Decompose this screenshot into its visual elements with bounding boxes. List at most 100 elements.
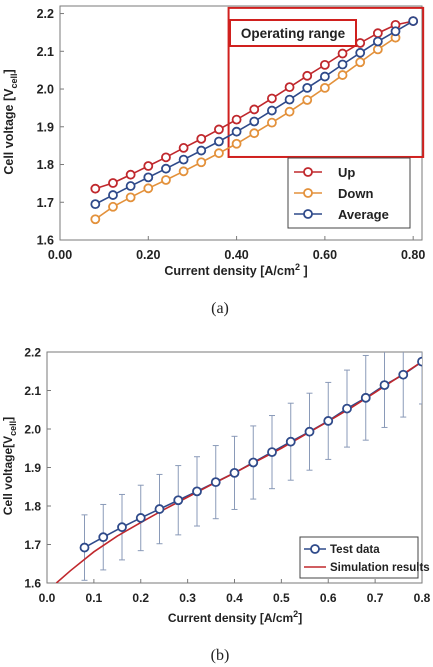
test-data-point: [360, 392, 371, 403]
panel-b-y-tick-label: 2.1: [24, 384, 41, 398]
panel-a-y-tick-label: 2.1: [37, 45, 54, 59]
panel-b-x-tick-label: 0.7: [367, 591, 384, 605]
panel-a-y-tick-label: 1.7: [37, 196, 54, 210]
panel-b-y-ticks: 1.6 1.7 1.8 1.9 2.0 2.1 2.2: [24, 346, 51, 591]
series-up-point: [125, 169, 136, 180]
panel-b-x-tick-label: 0.2: [132, 591, 149, 605]
panel-b-series: [55, 352, 422, 583]
series-down-point: [267, 117, 277, 128]
legend-down: Down: [294, 186, 373, 201]
panel-b-x-tick-label: 0.5: [273, 591, 290, 605]
panel-b-x-tick-label: 0.0: [39, 591, 56, 605]
panel-b-x-tick-label: 0.1: [86, 591, 103, 605]
panel-a-y-axis-label: Cell voltage [Vcell]: [2, 69, 19, 174]
panel-b-y-tick-label: 2.0: [24, 423, 41, 437]
series-down-point: [355, 57, 366, 68]
panel-b-x-tick-label: 0.3: [179, 591, 196, 605]
legend-average-marker: [303, 209, 313, 219]
test-data-point: [267, 447, 277, 458]
series-average-point: [196, 145, 207, 156]
series-average-point: [143, 172, 154, 183]
legend-test-data-label: Test data: [330, 544, 380, 556]
legend-up-marker: [303, 167, 313, 177]
panel-a-x-tick-label: 0.20: [136, 248, 160, 262]
panel-a-x-tick-label: 0.40: [224, 248, 248, 262]
series-up-point: [231, 114, 242, 125]
panel-b: 1.6 1.7 1.8 1.9 2.0 2.1 2.2 0.0 0.1 0.2 0.3 0.4 0.5…: [1, 346, 431, 665]
legend-average-label: Average: [338, 207, 389, 222]
series-up-point: [249, 104, 260, 115]
series-up-point: [302, 70, 313, 81]
series-down-point: [214, 148, 224, 159]
legend-simulation-label: Simulation results: [330, 562, 430, 574]
series-down-point: [302, 95, 313, 105]
test-data-point: [117, 522, 127, 533]
operating-range-rect: [227, 6, 425, 158]
panel-b-x-axis-label: Current density [A/cm2]: [168, 609, 302, 625]
series-down-point: [231, 138, 242, 149]
panel-a-x-tick-label: 0.00: [48, 248, 72, 262]
series-up-point: [90, 183, 101, 194]
operating-range-label: Operating range: [241, 26, 346, 41]
series-down-point: [108, 201, 118, 212]
test-data-point: [248, 457, 259, 468]
panel-a-x-axis-label: Current density [A/cm2 ]: [164, 262, 307, 278]
panel-a-y-tick-label: 1.9: [37, 120, 54, 134]
series-up-point: [372, 28, 383, 39]
series-up-point: [143, 161, 154, 171]
series-average-point: [355, 47, 366, 58]
panel-b-y-tick-label: 2.2: [24, 346, 41, 360]
panel-a-x-ticks: 0.00 0.20 0.40 0.60 0.80: [48, 236, 425, 262]
series-down-point: [143, 183, 154, 194]
test-data-point: [285, 436, 296, 447]
legend-down-label: Down: [338, 186, 373, 201]
legend-down-marker: [303, 188, 313, 198]
series-up-point: [108, 178, 118, 188]
series-up-point: [319, 59, 330, 70]
legend-test-data: Test data: [304, 544, 380, 556]
panel-b-y-tick-label: 1.7: [24, 538, 41, 552]
test-data-point: [417, 356, 422, 367]
panel-a-y-tick-label: 1.8: [37, 158, 54, 172]
series-up-point: [178, 143, 189, 153]
series-average-point: [231, 126, 242, 137]
panel-b-y-tick-label: 1.9: [24, 461, 41, 475]
series-up-point: [337, 48, 348, 59]
series-down-point: [372, 44, 383, 55]
test-data-point: [173, 495, 184, 506]
series-up-point: [214, 124, 224, 135]
operating-range-label-box: [229, 19, 357, 47]
panel-a-y-tick-label: 1.6: [37, 234, 54, 248]
series-down-point: [319, 83, 330, 93]
series-up-point: [161, 152, 171, 163]
test-data-point: [135, 513, 146, 523]
legend-up-label: Up: [338, 165, 355, 180]
panel-a-y-ticks: 1.6 1.7 1.8 1.9 2.0 2.1 2.2: [37, 7, 64, 248]
panel-b-x-tick-label: 0.8: [414, 591, 431, 605]
test-data-point: [154, 504, 165, 514]
panel-b-legend: Test data Simulation results: [299, 536, 430, 579]
legend-up: Up: [294, 165, 355, 180]
panel-a-series: [90, 16, 419, 225]
test-data-point: [398, 369, 409, 380]
series-average-point: [161, 163, 171, 174]
series-average-point: [90, 199, 101, 210]
series-average-point: [214, 136, 224, 147]
panel-a-x-tick-label: 0.80: [401, 248, 425, 262]
test-data-point: [192, 486, 202, 497]
series-average-point: [284, 94, 295, 105]
panel-a-x-tick-label: 0.60: [313, 248, 337, 262]
series-average-point: [249, 116, 260, 127]
series-average-point: [178, 154, 189, 165]
panel-b-y-tick-label: 1.8: [24, 500, 41, 514]
legend-test-data-marker: [310, 544, 320, 554]
series-up-point: [267, 93, 277, 104]
series-down-point: [125, 192, 136, 203]
series-average-point: [337, 59, 348, 70]
series-down-point: [249, 128, 260, 139]
series-up-point: [284, 82, 295, 93]
series-average-point: [319, 71, 330, 82]
panel-b-x-tick-label: 0.4: [226, 591, 243, 605]
panel-a: 1.61.71.81.92.02.12.2 0.00 0.20 0.40 0.60 0.…: [2, 5, 425, 317]
